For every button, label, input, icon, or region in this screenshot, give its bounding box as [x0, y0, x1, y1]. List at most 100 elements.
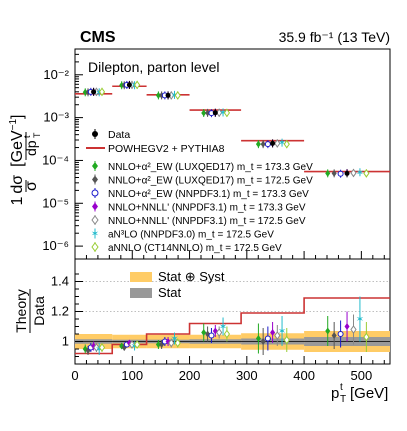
theory-marker	[92, 202, 98, 211]
theory-marker	[168, 338, 175, 348]
x-axis-label: p T t [GeV]	[331, 382, 388, 405]
data-point	[270, 140, 276, 146]
data-point	[165, 92, 171, 98]
x-tick-label: 500	[351, 368, 373, 383]
legend-label: NNLO+α²_EW (LUXQED17) m_t = 173.3 GeV	[108, 162, 313, 173]
upper-y-tick-label: 10⁻⁵	[42, 195, 69, 210]
x-tick-label: 300	[236, 368, 258, 383]
svg-text:Data: Data	[31, 296, 47, 326]
theory-marker: ✶	[278, 327, 286, 338]
theory-marker: ✶	[170, 90, 178, 101]
theory-marker	[260, 140, 266, 148]
region-label: Dilepton, parton level	[88, 59, 220, 75]
lumi-label: 35.9 fb⁻¹ (13 TeV)	[279, 29, 390, 45]
svg-text:t: t	[340, 382, 343, 393]
legend-entry: NNLO+NNLL' (NNPDF3.1) m_t = 173.3 GeV	[92, 201, 306, 214]
theory-marker	[201, 109, 207, 117]
upper-ylabel: 1dσ[GeV−1] σ dp T t	[8, 114, 42, 205]
x-tick-label: 100	[121, 368, 143, 383]
theory-marker	[98, 343, 106, 352]
legend-entry: NNLO+α²_EW (LUXQED17) m_t = 173.3 GeV	[92, 161, 313, 173]
theory-marker: ✶	[356, 168, 364, 179]
lower-panel: Theory Data ✶ ✶ ✶ ✶ ✶ ✶ 1 1.2 1.4 0 100 200 300 400…	[13, 258, 391, 405]
theory-marker	[92, 175, 98, 184]
upper-markers: ✶ ✶ ✶ ✶ ✶ ✶	[82, 80, 370, 179]
data-point	[344, 170, 350, 176]
theory-marker	[270, 329, 276, 336]
theory-marker	[91, 189, 99, 197]
lower-powheg-steps	[75, 297, 390, 355]
svg-text:t: t	[22, 135, 32, 138]
legend-stat-label: Stat	[158, 285, 182, 300]
theory-marker: ✶	[95, 345, 103, 356]
upper-y-tick-label: 10⁻⁴	[42, 152, 69, 167]
theory-marker	[337, 170, 344, 177]
theory-marker	[91, 242, 99, 252]
theory-marker	[350, 168, 357, 178]
legend-label: aN³LO (NNPDF3.0) m_t = 172.5 GeV	[108, 230, 274, 241]
x-tick-label: 400	[293, 368, 315, 383]
theory-marker	[331, 332, 337, 339]
legend-entry: NNLO+NNLL' (NNPDF3.1) m_t = 172.5 GeV	[91, 215, 306, 227]
lower-y-tick-label: 1.4	[51, 274, 69, 289]
ratio-legend: Stat ⊕ Syst Stat	[130, 269, 225, 300]
svg-text:p: p	[331, 385, 339, 402]
powheg-ratio-steps	[75, 297, 390, 355]
theory-marker	[255, 335, 261, 342]
theory-marker: ✶	[356, 315, 364, 326]
theory-marker	[274, 331, 281, 340]
legend-powheg-label: POWHEGV2 + PYTHIA8	[108, 143, 225, 155]
legend-label: NNLO+α²_EW (LUXQED17) m_t = 172.5 GeV	[108, 176, 313, 187]
upper-x-ticks	[74, 251, 385, 259]
theory-marker	[91, 215, 99, 225]
svg-text:T: T	[340, 394, 346, 405]
theory-marker	[274, 139, 281, 148]
theory-marker: ✶	[130, 342, 138, 353]
legend-label: NNLO+α²_EW (NNPDF3.1) m_t = 173.3 GeV	[108, 189, 309, 200]
upper-y-tick-label: 10⁻²	[43, 67, 69, 82]
theory-marker	[223, 329, 231, 339]
theory-marker	[363, 168, 370, 178]
theory-marker	[264, 141, 271, 148]
legend-stat-swatch	[130, 288, 152, 298]
data-point	[126, 82, 132, 88]
lower-y-tick-label: 1	[62, 334, 69, 349]
theory-marker	[134, 340, 141, 349]
x-tick-label: 200	[179, 368, 201, 383]
theory-marker	[363, 332, 370, 342]
upper-y-ticks: 10⁻² 10⁻³ 10⁻⁴ 10⁻⁵ 10⁻⁶	[42, 53, 83, 253]
theory-marker	[260, 338, 266, 345]
legend-data: Data	[92, 129, 130, 141]
legend-label: NNLO+NNLL' (NNPDF3.1) m_t = 173.3 GeV	[108, 203, 306, 214]
theory-marker	[93, 343, 100, 352]
theory-marker	[255, 140, 261, 148]
theory-marker	[337, 331, 344, 337]
legend-label: aNNLO (CT14NNLO) m_t = 172.5 GeV	[108, 243, 282, 254]
theory-marker	[201, 329, 207, 336]
theory-marker: ✶	[91, 229, 99, 240]
theory-marker	[128, 340, 136, 349]
legend-entry: NNLO+α²_EW (NNPDF3.1) m_t = 173.3 GeV	[91, 188, 309, 200]
legend-entry: aNNLO (CT14NNLO) m_t = 172.5 GeV	[91, 242, 282, 254]
theory-marker	[283, 139, 290, 149]
theory-marker	[216, 328, 223, 337]
experiment-label: CMS	[80, 29, 116, 46]
theory-marker	[82, 88, 88, 96]
theory-marker	[350, 325, 357, 334]
legend-entry: ✶ aN³LO (NNPDF3.0) m_t = 172.5 GeV	[91, 228, 274, 241]
upper-legend: Data POWHEGV2 + PYTHIA8 NNLO+α²_EW (LUXQ…	[86, 129, 313, 254]
theory-marker	[174, 91, 181, 100]
legend-data-label: Data	[108, 129, 130, 141]
x-tick-label: 0	[71, 368, 78, 383]
theory-marker	[325, 327, 331, 335]
svg-text:Theory: Theory	[13, 289, 29, 333]
theory-marker	[223, 108, 231, 118]
theory-marker	[98, 87, 106, 97]
theory-marker: ✶	[170, 334, 178, 345]
theory-marker	[325, 169, 331, 177]
upper-y-tick-label: 10⁻³	[43, 110, 69, 125]
svg-text:σ: σ	[23, 181, 40, 191]
theory-marker	[134, 80, 141, 90]
theory-marker: ✶	[278, 138, 286, 149]
theory-marker	[119, 81, 125, 89]
